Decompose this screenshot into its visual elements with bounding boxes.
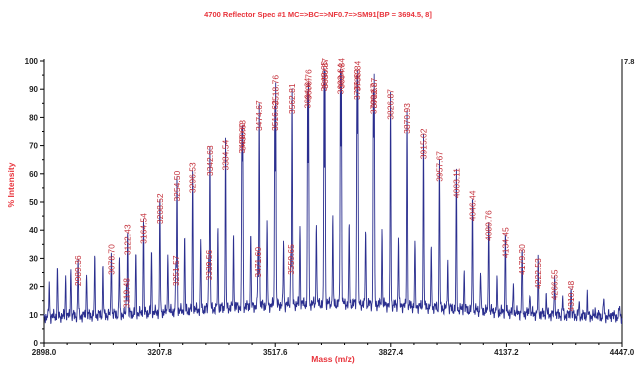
y-tick-label: 60 [29, 170, 38, 179]
x-tick-label: 4137.2 [494, 348, 519, 357]
peak-label: 3957.67 [434, 151, 444, 182]
y-tick-label: 80 [29, 113, 38, 122]
x-axis-label: Mass (m/z) [311, 354, 355, 364]
peak-label: 3650.87 [320, 58, 330, 89]
peak-label: 3296.53 [188, 162, 198, 193]
peak-label: 3428.60 [237, 123, 247, 154]
y-tick-label: 10 [29, 311, 38, 320]
peak-label: 3516.62 [270, 100, 280, 131]
peak-label: 3164.54 [138, 213, 148, 244]
peak-label: 4003.11 [451, 168, 461, 198]
y-tick-label: 70 [29, 142, 38, 151]
peak-label: 3254.50 [172, 171, 182, 202]
peak-label: 4179.30 [517, 244, 527, 275]
chart-title: 4700 Reflector Spec #1 MC=>BC=>NF0.7=>SM… [204, 10, 432, 19]
x-tick-label: 4447.0 [610, 348, 635, 357]
peak-label: 3826.87 [386, 89, 396, 120]
peak-label: 3119.48 [122, 278, 132, 308]
peak-label: 3122.43 [123, 224, 133, 255]
peak-label: 4089.76 [484, 210, 494, 241]
peak-label: 4310.48 [566, 281, 576, 312]
y-tick-label: 90 [29, 85, 38, 94]
peak-label: 3251.57 [171, 255, 181, 286]
peak-label: 3562.81 [287, 83, 297, 114]
peak-label: 3078.70 [106, 244, 116, 275]
y-tick-label: 20 [29, 283, 38, 292]
x-tick-label: 2898.0 [32, 348, 57, 357]
peak-label: 3782.87 [369, 77, 379, 108]
y-axis-label: % Intensity [6, 162, 16, 207]
right-axis-value: 7.8 [624, 57, 634, 66]
x-tick-label: 3827.4 [379, 348, 404, 357]
y-tick-label: 0 [34, 339, 39, 348]
peak-label: 4222.53 [533, 258, 543, 289]
peak-label: 3648.65 [319, 61, 329, 92]
y-tick-label: 30 [29, 254, 38, 263]
peak-label: 3604.64 [303, 77, 313, 108]
peak-label: 3736.63 [352, 69, 362, 100]
peak-label: 3559.65 [286, 244, 296, 275]
peak-label: 3208.52 [155, 193, 165, 224]
peak-label: 3430.63 [238, 120, 248, 151]
spectrum-line [43, 67, 623, 325]
peak-label: 3474.67 [254, 100, 264, 131]
x-tick-label: 3517.6 [263, 348, 288, 357]
y-tick-label: 50 [29, 198, 38, 207]
peak-label: 3692.64 [336, 63, 346, 94]
peak-label: 3738.84 [353, 61, 363, 92]
peak-label: 3606.76 [303, 69, 313, 100]
peak-label: 3694.84 [336, 58, 346, 89]
y-tick-label: 40 [29, 226, 38, 235]
peak-label: 3870.93 [402, 103, 412, 134]
peak-label: 4134.45 [500, 227, 510, 258]
y-tick-label: 100 [25, 57, 39, 66]
peak-label: 3915.02 [418, 128, 428, 159]
peak-label: 3780.67 [368, 83, 378, 114]
peak-label: 3384.54 [221, 140, 231, 171]
peak-label: 3518.76 [271, 75, 281, 106]
peak-label: 3342.63 [205, 145, 215, 176]
peak-label: 3471.60 [253, 247, 263, 278]
x-tick-label: 3207.8 [147, 348, 172, 357]
peak-label: 4046.44 [468, 190, 478, 221]
plot-area: 0 10 20 30 40 50 60 70 80 90 100 2898.0 3207.8 3517.6… [25, 57, 635, 357]
peak-label: 2989.36 [73, 255, 83, 286]
peak-label: 3339.56 [204, 250, 214, 281]
peak-label: 4266.55 [550, 269, 560, 300]
